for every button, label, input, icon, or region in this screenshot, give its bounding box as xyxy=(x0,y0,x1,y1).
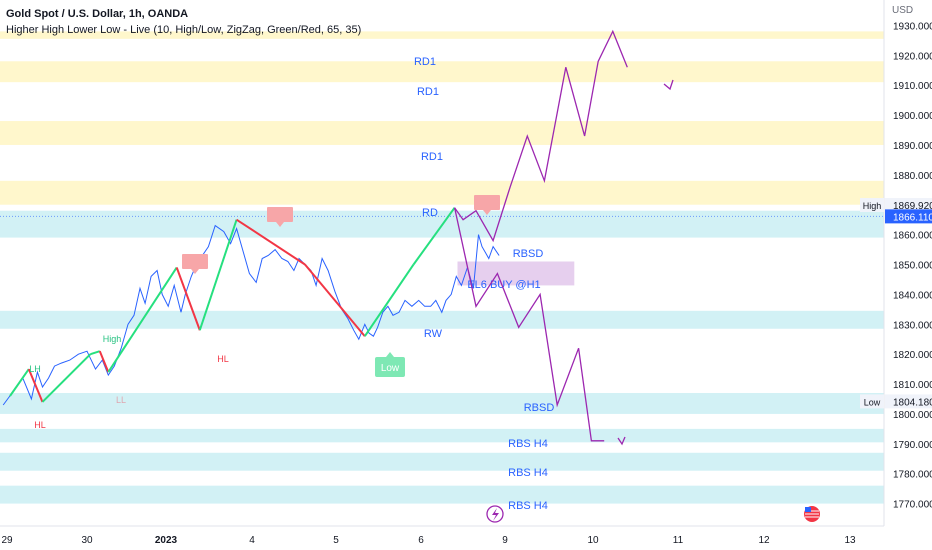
y-tick-label-4: 1810.000 xyxy=(893,380,932,391)
annotation-3: LL xyxy=(116,395,126,405)
zone-label-2: RD1 xyxy=(421,151,443,163)
zigzag-segment-4 xyxy=(98,350,110,373)
symbol-title[interactable]: Gold Spot / U.S. Dollar, 1h, OANDA xyxy=(6,8,189,20)
zone-label-3: RD xyxy=(422,207,438,219)
zigzag-segment-1 xyxy=(27,368,44,403)
low-marker-box xyxy=(375,357,405,377)
pivot-flag-1 xyxy=(267,207,293,222)
zone-label-5: RW xyxy=(424,328,443,340)
pivot-flag-0 xyxy=(182,254,208,269)
y-tick-label-16: 1930.000 xyxy=(893,21,932,32)
x-tick-label-1: 30 xyxy=(81,535,93,546)
y-tick-label-3: 1800.000 xyxy=(893,410,932,421)
zone-label-8: RBS H4 xyxy=(508,467,548,479)
zigzag-segment-2 xyxy=(41,353,92,403)
y-tick-label-12: 1890.000 xyxy=(893,141,932,152)
pivot-flag-2 xyxy=(474,195,500,210)
y-tick-label-5: 1820.000 xyxy=(893,350,932,361)
zone-9 xyxy=(0,485,884,504)
zigzag-segment-8 xyxy=(236,218,306,266)
zigzag-segment-5 xyxy=(107,266,178,373)
y-tick-label-13: 1900.000 xyxy=(893,111,932,122)
price-tag-box-1 xyxy=(885,209,932,224)
zone-6 xyxy=(0,393,884,414)
price-tag-label-box-0 xyxy=(860,198,884,213)
price-tag-box-0 xyxy=(885,198,932,213)
annotation-4: HL xyxy=(217,354,229,364)
price-tag-price-0: 1869.920 xyxy=(893,201,932,212)
buy-zone xyxy=(457,261,575,286)
x-tick-label-2: 2023 xyxy=(155,535,178,546)
zigzag-segment-3 xyxy=(90,350,101,356)
annotation-5: Low xyxy=(381,363,400,374)
buy-zone-label: EL6 BUY @H1 xyxy=(467,279,540,291)
zigzag-segment-9 xyxy=(304,263,366,337)
zone-1 xyxy=(0,61,884,83)
x-tick-label-3: 4 xyxy=(249,535,255,546)
x-tick-label-9: 12 xyxy=(758,535,770,546)
zigzag-segment-6 xyxy=(175,267,201,331)
zone-8 xyxy=(0,452,884,471)
zone-3 xyxy=(0,180,884,205)
y-tick-label-8: 1850.000 xyxy=(893,260,932,271)
projection-down-arrowhead xyxy=(617,436,626,446)
x-tick-label-0: 29 xyxy=(1,535,13,546)
chart-legend: Gold Spot / U.S. Dollar, 1h, OANDA Highe… xyxy=(6,6,361,38)
x-tick-label-8: 11 xyxy=(673,535,684,546)
price-line xyxy=(2,224,500,406)
y-tick-label-9: 1860.000 xyxy=(893,231,932,242)
projection-path xyxy=(454,29,628,243)
x-tick-label-7: 10 xyxy=(587,535,599,546)
zone-label-0: RD1 xyxy=(414,56,436,68)
zone-label-7: RBS H4 xyxy=(508,438,548,450)
zigzag-segment-10 xyxy=(363,263,415,337)
x-tick-label-4: 5 xyxy=(333,535,339,546)
low-marker-pointer xyxy=(386,352,394,357)
price-tag-label-2: Low xyxy=(864,397,881,407)
annotation-2: High xyxy=(103,334,122,344)
y-tick-label-0: 1770.000 xyxy=(893,500,932,511)
projection-down-path xyxy=(453,207,605,442)
price-tag-box-2 xyxy=(885,394,932,409)
y-tick-label-7: 1840.000 xyxy=(893,290,932,301)
y-tick-label-6: 1830.000 xyxy=(893,320,932,331)
zone-label-4: RBSD xyxy=(513,248,544,260)
currency-label: USD xyxy=(892,5,914,16)
zone-0 xyxy=(0,31,884,39)
price-tag-price-1: 1866.110 xyxy=(893,212,932,223)
annotation-1: HL xyxy=(34,420,46,430)
projection-arrowhead xyxy=(663,79,674,91)
indicator-title[interactable]: Higher High Lower Low - Live (10, High/L… xyxy=(6,24,362,36)
pivot-flag-pointer-1 xyxy=(276,222,284,227)
y-tick-label-1: 1780.000 xyxy=(893,470,932,481)
zone-2 xyxy=(0,121,884,145)
flag-canton xyxy=(805,507,811,512)
zone-label-1: RD1 xyxy=(417,86,439,98)
y-tick-label-15: 1920.000 xyxy=(893,51,932,62)
zone-7 xyxy=(0,428,884,443)
lightning-glyph xyxy=(492,508,499,521)
annotation-0: LH xyxy=(29,364,41,374)
price-tag-price-2: 1804.180 xyxy=(893,397,932,408)
x-tick-label-10: 13 xyxy=(844,535,856,546)
zone-label-6: RBSD xyxy=(524,402,555,414)
pivot-flag-pointer-2 xyxy=(483,210,491,215)
zone-label-9: RBS H4 xyxy=(508,500,548,512)
price-tag-label-0: High xyxy=(863,201,882,211)
pivot-flag-pointer-0 xyxy=(191,269,199,274)
y-tick-label-11: 1880.000 xyxy=(893,171,932,182)
y-tick-label-14: 1910.000 xyxy=(893,81,932,92)
zigzag-segment-7 xyxy=(198,219,238,331)
zigzag-segment-0 xyxy=(9,368,30,397)
x-tick-label-6: 9 xyxy=(502,535,508,546)
zigzag-segment-11 xyxy=(412,207,456,266)
zone-5 xyxy=(0,310,884,329)
price-tag-label-box-2 xyxy=(860,394,884,409)
y-tick-label-2: 1790.000 xyxy=(893,440,932,451)
x-tick-label-5: 6 xyxy=(418,535,424,546)
